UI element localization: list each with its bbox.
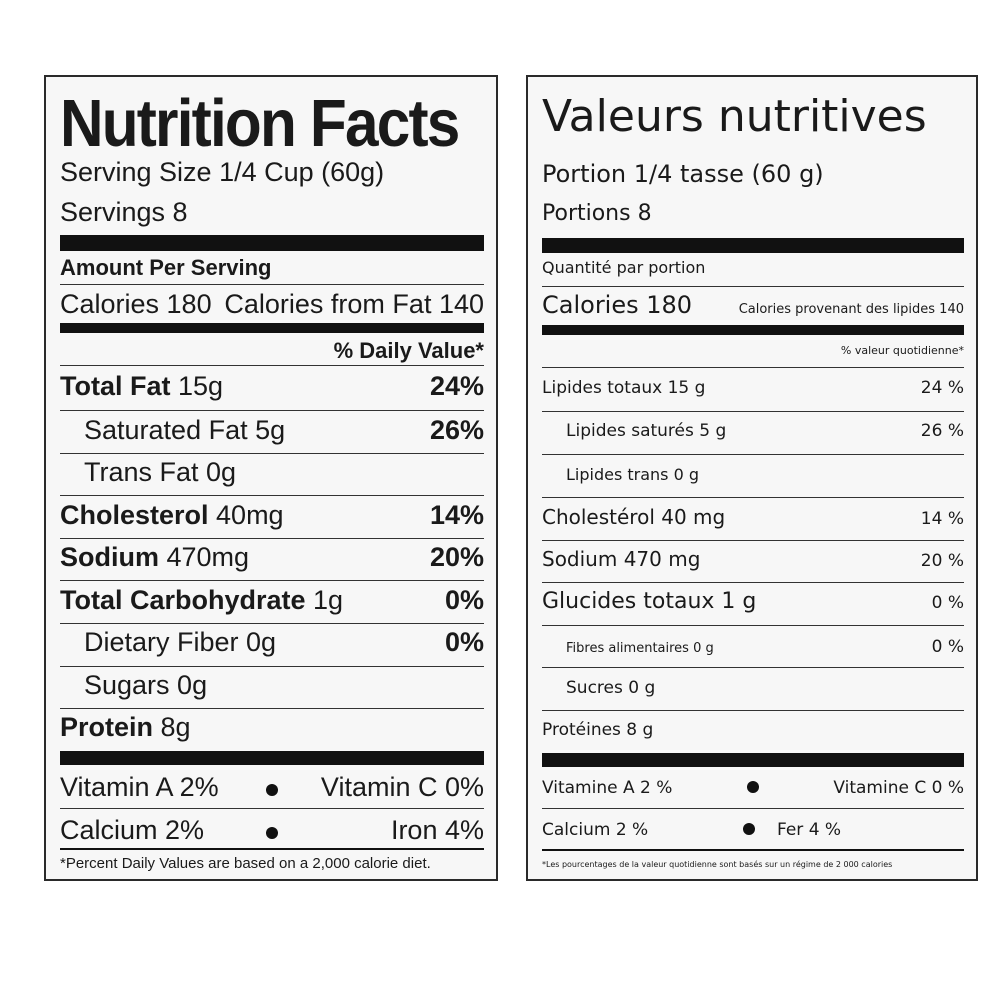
panel-title: Valeurs nutritives [542,91,927,142]
divider [542,497,964,498]
divider [60,365,484,366]
bullet-icon [266,783,278,796]
nutrient-row-cholesterol: Cholesterol 40mg 14% [60,500,484,530]
calories: Calories 180 [542,291,693,319]
medium-divider [60,323,484,333]
nutrient-row-lipides-satures: Lipides saturés 5 g 26 % [566,421,964,441]
divider [542,849,964,851]
servings: Servings 8 [60,197,188,227]
thick-divider [542,238,964,253]
divider [60,848,484,850]
thick-divider [60,235,484,251]
bullet-icon [743,823,755,835]
nutrient-row-dietary-fiber: Dietary Fiber 0g 0% [84,627,484,657]
calories-row: Calories 180 Calories from Fat 140 [60,289,484,320]
divider [60,580,484,581]
nutrition-facts-panel-english: Nutrition Facts Serving Size 1/4 Cup (60… [44,75,498,881]
servings: Portions 8 [542,201,652,226]
divider [542,411,964,412]
divider [542,286,964,287]
nutrient-row-lipides-trans: Lipides trans 0 g [566,465,700,484]
footnote: *Percent Daily Values are based on a 2,0… [60,855,431,872]
nutrient-row-trans-fat: Trans Fat 0g [84,457,237,487]
nutrition-facts-panel-french: Valeurs nutritives Portion 1/4 tasse (60… [526,75,978,881]
divider [60,666,484,667]
nutrient-row-proteines: Protéines 8 g [542,720,654,740]
vitamin-row: Vitamin A 2% Vitamin C 0% [60,771,484,802]
divider [542,710,964,711]
nutrient-row-saturated-fat: Saturated Fat 5g 26% [84,415,484,445]
amount-per-serving: Amount Per Serving [60,255,272,280]
divider [60,623,484,624]
nutrient-row-sugars: Sugars 0g [84,670,208,700]
divider [542,454,964,455]
panel-title: Nutrition Facts [60,86,460,161]
divider [60,284,484,285]
divider [60,538,484,539]
nutrient-row-sucres: Sucres 0 g [566,678,656,698]
daily-value-header: % valeur quotidienne* [840,344,964,357]
bullet-icon [266,826,278,839]
nutrient-row-protein: Protein 8g [60,712,191,742]
mineral-row: Calcium 2 % Fer 4 % [542,820,842,840]
serving-size: Serving Size 1/4 Cup (60g) [60,157,385,187]
footnote: *Les pourcentages de la valeur quotidien… [542,860,893,869]
thick-divider [542,753,964,767]
calories-row: Calories 180 Calories provenant des lipi… [542,291,964,319]
divider [542,540,964,541]
divider [60,410,484,411]
nutrient-row-lipides-totaux: Lipides totaux 15 g 24 % [542,378,964,398]
mineral-row: Calcium 2% Iron 4% [60,814,484,845]
divider [542,625,964,626]
thick-divider [60,751,484,765]
vitamin-row: Vitamine A 2 % Vitamine C 0 % [542,778,964,798]
calories-from-fat: Calories provenant des lipides 140 [738,302,964,317]
nutrient-row-fibres-alimentaires: Fibres alimentaires 0 g 0 % [566,637,964,657]
calories: Calories 180 [60,289,212,319]
divider [542,367,964,368]
nutrient-row-total-carbohydrate: Total Carbohydrate 1g 0% [60,585,484,615]
divider [60,808,484,809]
serving-size: Portion 1/4 tasse (60 g) [542,160,824,188]
bullet-icon [747,781,759,793]
divider [542,667,964,668]
nutrient-row-total-fat: Total Fat 15g 24% [60,371,484,401]
divider [60,453,484,454]
divider [60,495,484,496]
amount-per-serving: Quantité par portion [542,258,706,277]
nutrient-row-sodium: Sodium 470mg 20% [60,542,484,572]
daily-value-header: % Daily Value* [333,338,484,363]
nutrient-row-cholesterol: Cholestérol 40 mg 14 % [542,505,964,529]
nutrient-row-glucides-totaux: Glucides totaux 1 g 0 % [542,589,964,614]
divider [542,808,964,809]
calories-from-fat: Calories from Fat 140 [224,289,484,319]
nutrient-row-sodium: Sodium 470 mg 20 % [542,547,964,571]
medium-divider [542,325,964,335]
divider [60,708,484,709]
divider [542,582,964,583]
